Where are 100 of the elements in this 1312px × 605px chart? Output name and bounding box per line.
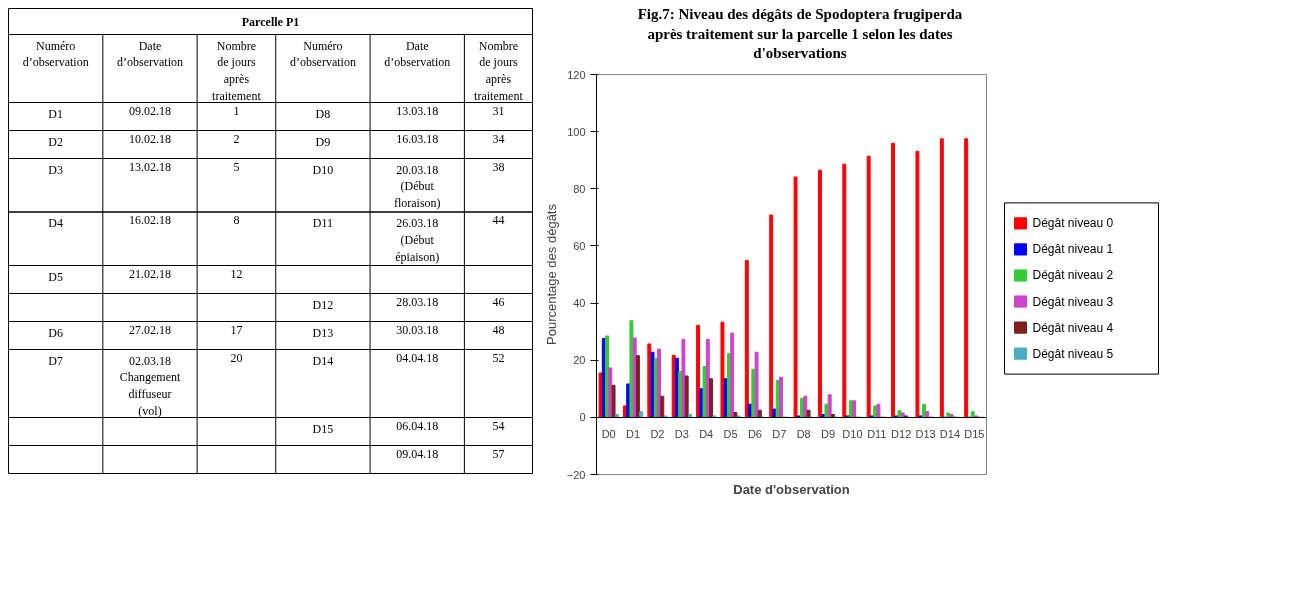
y-tick-label: 60 [573, 239, 586, 252]
text: 26.03.18 (Début épiaison) [395, 216, 440, 264]
bar [650, 351, 655, 418]
text: 20.03.18 (Début floraison) [393, 162, 441, 211]
x-tick-label: D11 [867, 427, 887, 440]
text: 16.03.18 [396, 131, 439, 146]
bar [657, 348, 662, 418]
text: 54 [492, 418, 505, 433]
y-tick-label: −20 [566, 468, 586, 480]
bar [681, 338, 686, 418]
text: 34 [492, 131, 505, 146]
legend-label: Dégât niveau 2 [1032, 267, 1114, 282]
text: 13.03.18 [396, 103, 439, 118]
text: 52 [492, 350, 505, 365]
x-tick-label: D5 [723, 427, 738, 440]
bar [824, 403, 829, 418]
text: Parcelle P1 [241, 14, 300, 29]
text: 57 [492, 446, 505, 461]
legend-label: Dégât niveau 4 [1032, 320, 1114, 335]
text: D12 [312, 297, 334, 312]
bar [684, 374, 689, 418]
bar [915, 150, 920, 418]
bar [598, 372, 603, 418]
text: 38 [492, 159, 505, 174]
text: D10 [312, 162, 334, 177]
text: 2 [233, 131, 240, 146]
text: D11 [312, 216, 334, 230]
y-axis-title: Pourcentage des dégâts [543, 203, 559, 345]
text: 06.04.18 [396, 418, 439, 433]
bar [806, 409, 811, 418]
text: 13.02.18 [128, 159, 171, 174]
text: 02.03.18 Changement diffuseur (vol) [119, 353, 181, 418]
bar [696, 324, 701, 418]
text: 04.04.18 [396, 350, 439, 365]
bar [817, 169, 822, 418]
text: 17 [230, 322, 243, 337]
text: 31 [492, 103, 505, 118]
legend-label: Dégât niveau 0 [1032, 215, 1114, 230]
text: 16.02.18 [128, 213, 171, 227]
text: 1 [233, 103, 240, 118]
text: 20 [230, 350, 243, 365]
legend-label: Dégât niveau 1 [1032, 241, 1114, 256]
text: 30.03.18 [396, 322, 439, 337]
bar [757, 409, 762, 418]
x-tick-label: D9 [821, 427, 836, 440]
bar [629, 319, 634, 418]
x-axis-title: Date d'observation [733, 481, 850, 496]
text: 46 [492, 294, 505, 309]
x-tick-label: D14 [939, 427, 961, 440]
x-tick-label: D12 [891, 427, 912, 440]
text: 48 [492, 322, 505, 337]
text: D4 [48, 216, 63, 230]
bar [635, 354, 640, 418]
category-label: Date d’observation [384, 38, 451, 70]
x-tick-label: D2 [650, 427, 665, 440]
text: 12 [230, 266, 243, 281]
bar [639, 410, 644, 418]
legend-label: Dégât niveau 3 [1032, 294, 1114, 309]
x-tick-label: D8 [796, 427, 811, 440]
text: 10.02.18 [128, 131, 171, 146]
x-tick-label: D15 [964, 427, 985, 440]
text: 21.02.18 [128, 266, 171, 281]
y-tick-label: 100 [567, 125, 586, 138]
legend-label: Dégât niveau 5 [1032, 346, 1114, 361]
text: 44 [492, 213, 505, 227]
text: 09.04.18 [396, 446, 439, 461]
bar [720, 321, 725, 418]
x-tick-label: D3 [674, 427, 689, 440]
bar [803, 395, 808, 418]
text: D6 [48, 325, 63, 340]
chart-title: Fig.7: Niveau des dégâts de Spodoptera frugiperda après traitement sur la parcelle 1 selon les dates d'observations [637, 5, 963, 63]
bar [827, 393, 832, 418]
bar [660, 395, 665, 418]
x-tick-label: D10 [842, 427, 863, 440]
bar [793, 176, 798, 418]
text: D9 [315, 134, 331, 149]
text: D7 [48, 353, 63, 368]
bar [891, 142, 896, 418]
text: D8 [315, 106, 331, 121]
category-label: Nombre de jours après traitement [212, 38, 262, 103]
bar [769, 214, 774, 418]
bar [730, 332, 735, 418]
bar [754, 351, 759, 418]
text: D14 [312, 353, 334, 368]
y-tick-label: 120 [567, 68, 586, 80]
y-tick-label: 40 [573, 296, 586, 309]
text: D3 [48, 162, 63, 177]
category-label: Numéro d’observation [22, 38, 89, 70]
text: 09.02.18 [128, 103, 171, 118]
x-tick-label: D6 [747, 427, 762, 440]
x-tick-label: D7 [772, 427, 787, 440]
bar [744, 259, 749, 418]
x-tick-label: D4 [699, 427, 714, 440]
x-tick-label: D1 [626, 427, 641, 440]
bar [925, 410, 930, 418]
bar [842, 163, 847, 418]
y-tick-label: 0 [579, 410, 586, 423]
bar [964, 137, 969, 418]
text: D2 [48, 134, 63, 149]
bar [939, 137, 944, 418]
